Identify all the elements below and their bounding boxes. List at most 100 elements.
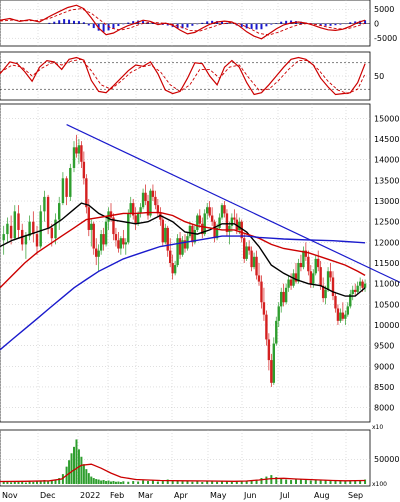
candle-body — [119, 238, 123, 249]
candle-body — [156, 205, 160, 214]
candle-body — [72, 147, 76, 168]
macd-histogram-bar — [107, 23, 110, 31]
price-candle — [349, 289, 352, 309]
candle-body — [43, 196, 46, 212]
candle-body — [230, 217, 234, 226]
macd-histogram-bar — [151, 22, 154, 24]
candle-body — [250, 250, 253, 268]
stochastic-k-line — [0, 56, 366, 96]
volume-bar — [181, 481, 184, 484]
candle-body — [144, 192, 147, 202]
macd-histogram-bar — [319, 23, 322, 26]
volume-bar — [334, 480, 337, 484]
volume-bar — [339, 481, 342, 484]
price-candle — [58, 196, 61, 230]
price-candle — [289, 273, 293, 290]
price-candle — [146, 194, 150, 220]
candle-body — [173, 265, 177, 274]
price-candle — [154, 190, 157, 210]
price-candle — [46, 194, 50, 235]
candle-body — [136, 213, 140, 224]
candle-body — [102, 234, 105, 245]
price-candle — [112, 213, 115, 241]
macd-y-tick-label: 0 — [374, 20, 379, 29]
candle-body — [188, 225, 192, 237]
stochastic-lines — [0, 56, 366, 96]
price-y-tick-label: 8500 — [374, 383, 394, 392]
macd-histogram-bar — [58, 20, 61, 24]
x-tick-label: May — [210, 491, 227, 500]
candle-body — [139, 207, 142, 214]
volume-bar — [290, 480, 293, 484]
price-candle — [127, 209, 130, 245]
price-y-tick-label: 10000 — [374, 321, 399, 330]
price-candle — [336, 304, 340, 325]
price-candle — [119, 236, 123, 255]
candle-body — [265, 314, 268, 340]
price-candle — [262, 287, 266, 321]
volume-bar — [95, 479, 98, 484]
price-candle — [99, 229, 103, 255]
macd-histogram-bar — [250, 23, 253, 29]
candle-body — [124, 242, 127, 245]
price-candle — [275, 316, 278, 346]
price-candle — [208, 201, 211, 218]
macd-histogram-bar — [354, 21, 357, 24]
stochastic-y-tick-labels: 50 — [374, 72, 384, 81]
candle-body — [176, 238, 179, 266]
candle-body — [28, 221, 31, 237]
price-candle — [97, 244, 100, 272]
candle-body — [358, 281, 362, 286]
volume-bar — [151, 480, 154, 484]
candle-body — [183, 240, 187, 249]
price-candle — [54, 213, 57, 245]
price-candle — [166, 225, 169, 257]
volume-bar — [97, 479, 100, 484]
price-candle — [356, 281, 359, 294]
price-candle — [230, 213, 234, 233]
macd-histogram-bar — [122, 23, 125, 25]
price-y-tick-label: 11000 — [374, 280, 399, 289]
candle-body — [233, 217, 236, 220]
price-y-tick-label: 12500 — [374, 218, 399, 227]
candle-body — [104, 221, 108, 245]
candle-body — [331, 277, 335, 297]
volume-bar — [324, 480, 327, 484]
volume-bar — [299, 479, 302, 484]
price-lines — [0, 124, 400, 351]
candle-body — [245, 246, 248, 259]
price-axis-multiplier: x10 — [372, 424, 383, 431]
price-candle — [282, 283, 285, 307]
volume-bar — [255, 479, 258, 484]
price-candle — [260, 275, 263, 309]
candle-body — [171, 263, 174, 274]
macd-histogram-bar — [221, 21, 223, 24]
volume-bar — [319, 480, 322, 484]
volume-bar — [359, 480, 362, 484]
candle-body — [354, 289, 357, 292]
macd-histogram-bar — [240, 23, 243, 27]
price-candle — [169, 238, 172, 268]
candle-body — [17, 213, 20, 230]
price-candle — [85, 174, 88, 214]
price-candle — [80, 141, 83, 168]
volume-bar — [114, 481, 117, 484]
volume-bar — [112, 481, 115, 484]
candle-body — [321, 285, 325, 299]
price-candle — [196, 213, 199, 233]
price-candle — [61, 172, 65, 206]
volume-bar — [21, 481, 24, 484]
candle-body — [346, 306, 349, 315]
candle-body — [257, 275, 261, 282]
price-candle — [299, 254, 303, 272]
candle-body — [208, 207, 211, 216]
price-candle — [223, 201, 226, 218]
volume-bar — [309, 480, 312, 484]
macd-histogram-bar — [117, 23, 120, 27]
candle-body — [252, 256, 256, 268]
candle-body — [109, 211, 113, 218]
macd-histogram-bar — [63, 19, 66, 24]
macd-histogram-bar — [82, 22, 85, 24]
candle-body — [336, 308, 340, 321]
x-tick-label: Jul — [279, 491, 290, 500]
